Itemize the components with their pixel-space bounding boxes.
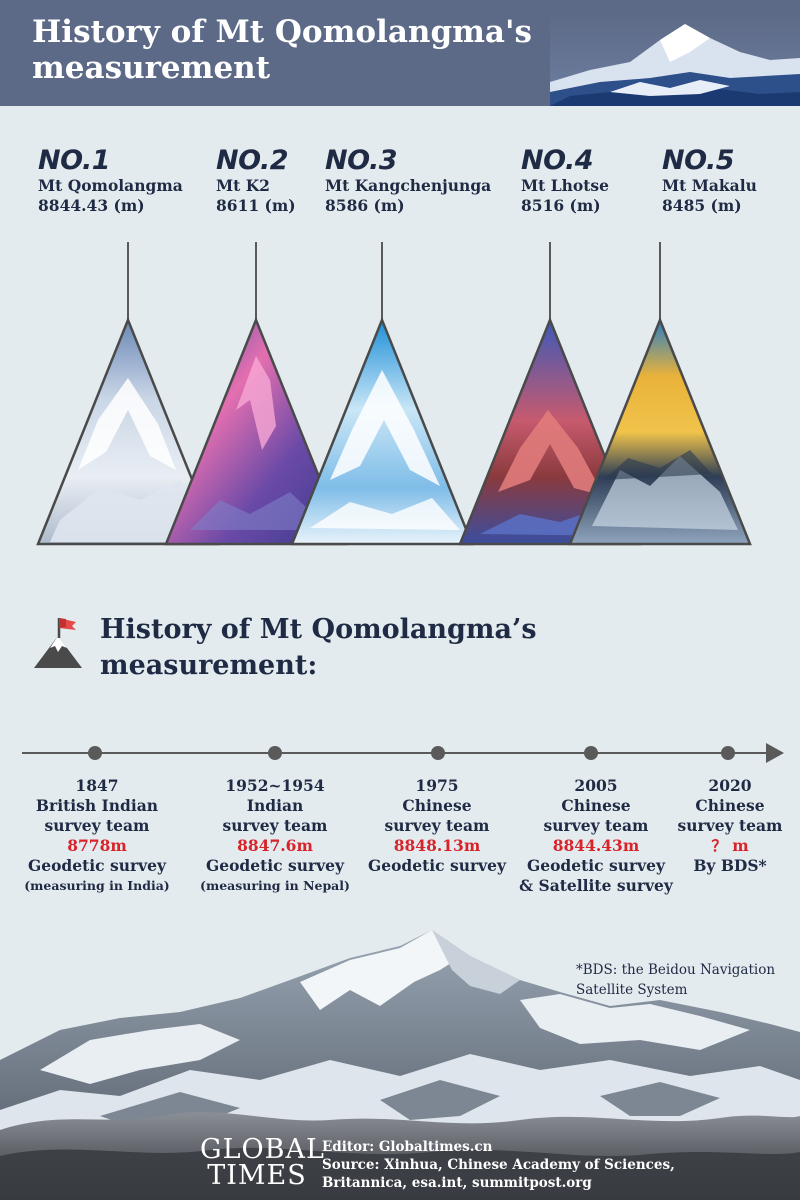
peak-name: Mt Makalu xyxy=(662,176,757,195)
event-note: (measuring in Nepal) xyxy=(200,878,350,893)
peak-rank: NO.3 xyxy=(325,145,398,176)
event-method: Geodetic survey xyxy=(367,856,507,875)
peak-image-qomolangma xyxy=(36,316,220,546)
peak-height: 8611 (m) xyxy=(216,196,296,215)
event-method: Geodetic survey xyxy=(526,856,666,875)
peak-height: 8586 (m) xyxy=(325,196,405,215)
peak-name: Mt Lhotse xyxy=(521,176,609,195)
event-height: 8848.13m xyxy=(393,836,481,855)
credit-editor: Editor: Globaltimes.cn xyxy=(322,1139,493,1155)
peak-image-kangchenjunga xyxy=(290,316,474,546)
event-height: 8844.43m xyxy=(552,836,640,855)
event-team: survey team xyxy=(543,816,649,835)
peak-height: 8516 (m) xyxy=(521,196,601,215)
event-height: 8778m xyxy=(67,836,127,855)
timeline-dot-2020 xyxy=(721,746,735,760)
event-year: 2020 xyxy=(708,776,752,795)
event-method: Geodetic survey xyxy=(27,856,167,875)
header-banner: History of Mt Qomolangma's measurement xyxy=(0,0,800,106)
event-team: survey team xyxy=(384,816,490,835)
event-year: 1975 xyxy=(415,776,459,795)
timeline-event-2005: 2005 Chinese survey team 8844.43m Geodet… xyxy=(519,776,673,896)
peak-image-k2 xyxy=(164,316,348,546)
event-team: survey team xyxy=(677,816,783,835)
peak-rank: NO.1 xyxy=(38,145,110,176)
event-method: Geodetic survey xyxy=(205,856,345,875)
event-team: British Indian xyxy=(35,796,159,815)
event-year: 2005 xyxy=(574,776,618,795)
peak-height: 8844.43 (m) xyxy=(38,196,145,215)
logo-line-times: TIMES xyxy=(207,1160,307,1191)
global-times-logo: GLOBAL TIMES xyxy=(200,1134,325,1191)
event-year: 1847 xyxy=(75,776,119,795)
logo-line-global: GLOBAL xyxy=(200,1134,325,1165)
peak-label-3: NO.3 Mt Kangchenjunga 8586 (m) xyxy=(325,146,491,216)
event-team: Indian xyxy=(246,796,304,815)
timeline-dot-1952 xyxy=(268,746,282,760)
peak-label-4: NO.4 Mt Lhotse 8516 (m) xyxy=(521,146,609,216)
peak-name: Mt Kangchenjunga xyxy=(325,176,492,195)
event-height: ？ m xyxy=(711,836,749,855)
timeline-event-1952: 1952~1954 Indian survey team 8847.6m Geo… xyxy=(200,776,350,895)
credit-source-cont: Britannica, esa.int, summitpost.org xyxy=(322,1175,592,1191)
event-year: 1952~1954 xyxy=(225,776,325,795)
event-note: (measuring in India) xyxy=(24,878,170,893)
credit-source: Source: Xinhua, Chinese Academy of Scien… xyxy=(322,1157,675,1173)
flag-on-mountain-icon xyxy=(34,618,82,668)
timeline-event-2020: 2020 Chinese survey team ？ m By BDS* xyxy=(678,776,783,876)
timeline-dot-1975 xyxy=(431,746,445,760)
peak-rank: NO.4 xyxy=(521,145,593,176)
timeline-event-1975: 1975 Chinese survey team 8848.13m Geodet… xyxy=(368,776,506,876)
peak-rank: NO.5 xyxy=(662,145,734,176)
event-team: survey team xyxy=(222,816,328,835)
peak-label-2: NO.2 Mt K2 8611 (m) xyxy=(216,146,296,216)
peak-rank: NO.2 xyxy=(216,145,288,176)
section-title: History of Mt Qomolangma’s measurement: xyxy=(100,614,537,681)
timeline-event-1847: 1847 British Indian survey team 8778m Ge… xyxy=(24,776,169,895)
event-team: survey team xyxy=(44,816,150,835)
event-height: 8847.6m xyxy=(237,836,313,855)
footnote-bds: *BDS: the Beidou Navigation Satellite Sy… xyxy=(576,962,776,998)
bottom-mountain-image xyxy=(0,930,800,1200)
peak-name: Mt K2 xyxy=(216,176,270,195)
event-note: & Satellite survey xyxy=(519,876,673,895)
page-title: History of Mt Qomolangma's measurement xyxy=(32,14,532,86)
peak-label-5: NO.5 Mt Makalu 8485 (m) xyxy=(662,146,757,216)
timeline-dot-1847 xyxy=(88,746,102,760)
event-team: Chinese xyxy=(561,796,631,815)
timeline-axis xyxy=(22,743,784,763)
header-mountain-image xyxy=(550,12,800,106)
peak-height: 8485 (m) xyxy=(662,196,742,215)
event-team: Chinese xyxy=(695,796,765,815)
peak-name: Mt Qomolangma xyxy=(38,176,183,195)
timeline-dot-2005 xyxy=(584,746,598,760)
event-method: By BDS* xyxy=(693,856,767,875)
peak-image-makalu xyxy=(568,316,752,546)
peak-label-1: NO.1 Mt Qomolangma 8844.43 (m) xyxy=(38,146,183,216)
credits: Editor: Globaltimes.cn Source: Xinhua, C… xyxy=(322,1138,675,1192)
event-team: Chinese xyxy=(402,796,472,815)
peak-triangles xyxy=(36,242,752,546)
